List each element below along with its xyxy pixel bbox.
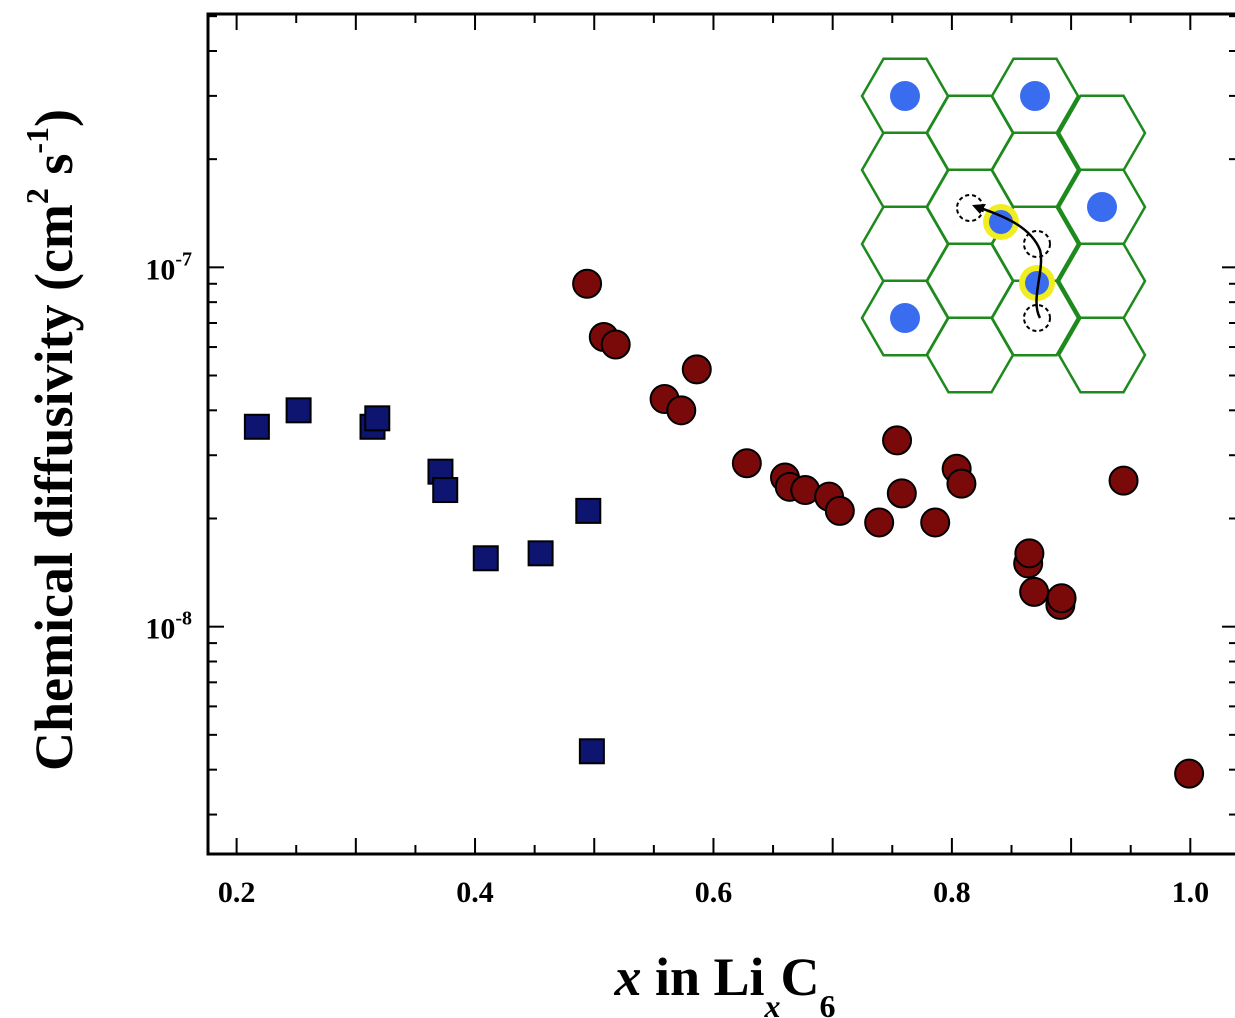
lattice-hexagon xyxy=(1057,316,1147,394)
data-point-square xyxy=(575,497,602,524)
series-circles xyxy=(572,268,1205,789)
y-axis-title-sup1: 2 xyxy=(19,188,55,204)
data-point-circle xyxy=(824,495,855,526)
li-atom xyxy=(890,81,920,111)
data-point-circle xyxy=(882,425,913,456)
x-tick-label: 0.4 xyxy=(456,876,494,909)
series-squares xyxy=(243,397,605,765)
y-axis-title-sup2: -1 xyxy=(19,127,55,154)
x-tick-label: 0.8 xyxy=(933,876,971,909)
y-axis-title-mid: s xyxy=(24,154,84,189)
x-axis-title-sub2: 6 xyxy=(820,988,836,1018)
data-point-circle xyxy=(946,468,977,499)
y-axis-title-end: ) xyxy=(24,109,84,127)
li-atom xyxy=(890,303,920,333)
data-point-circle xyxy=(864,507,895,538)
data-point-circle xyxy=(1014,538,1045,569)
y-axis-title-main: Chemical diffusivity (cm xyxy=(24,204,84,771)
data-point-circle xyxy=(681,354,712,385)
plot-frame xyxy=(206,12,1235,856)
li-atom xyxy=(1020,81,1050,111)
data-point-square xyxy=(578,738,605,765)
y-tick-label: 10-7 xyxy=(145,248,192,286)
y-axis-ticks: 10-7 10-8 xyxy=(145,15,1235,816)
x-axis-ticks: 0.2 0.4 0.6 0.8 1.0 xyxy=(218,14,1209,909)
data-point-circle xyxy=(1046,583,1077,614)
data-point-square xyxy=(243,413,270,440)
x-tick-label: 0.2 xyxy=(218,876,256,909)
x-tick-label: 1.0 xyxy=(1172,876,1210,909)
data-point-square xyxy=(364,405,391,432)
data-point-circle xyxy=(731,448,762,479)
data-point-circle xyxy=(600,329,631,360)
y-axis-title: Chemical diffusivity (cm2 s-1) xyxy=(19,109,84,771)
arrowhead xyxy=(972,204,986,214)
data-point-circle xyxy=(920,507,951,538)
data-point-square xyxy=(432,477,459,504)
vacancy-site xyxy=(1023,230,1051,258)
x-axis-title: x in LixC6 xyxy=(613,947,835,1018)
data-point-circle xyxy=(1174,758,1205,789)
x-tick-label: 0.6 xyxy=(695,876,733,909)
data-point-circle xyxy=(572,268,603,299)
hop-path-arrow xyxy=(974,204,1043,319)
x-axis-title-var: x xyxy=(613,947,641,1007)
data-point-square xyxy=(285,397,312,424)
li-atom-hopping xyxy=(1025,271,1049,295)
vacancy-site xyxy=(1023,304,1051,332)
x-axis-title-sub: x xyxy=(764,988,781,1018)
data-point-circle xyxy=(1019,576,1050,607)
data-point-circle xyxy=(886,478,917,509)
li-atom xyxy=(1087,192,1117,222)
data-point-circle xyxy=(1108,465,1139,496)
x-axis-title-elem: C xyxy=(781,947,820,1007)
data-point-circle xyxy=(666,395,697,426)
x-axis-title-mid: in Li xyxy=(641,947,764,1007)
data-point-square xyxy=(527,540,554,567)
lattice-hexagon xyxy=(925,316,1015,394)
lattice-inset xyxy=(860,57,1147,394)
li-atom-hopping xyxy=(989,210,1013,234)
data-point-square xyxy=(472,545,499,572)
y-tick-label: 10-8 xyxy=(145,608,192,646)
